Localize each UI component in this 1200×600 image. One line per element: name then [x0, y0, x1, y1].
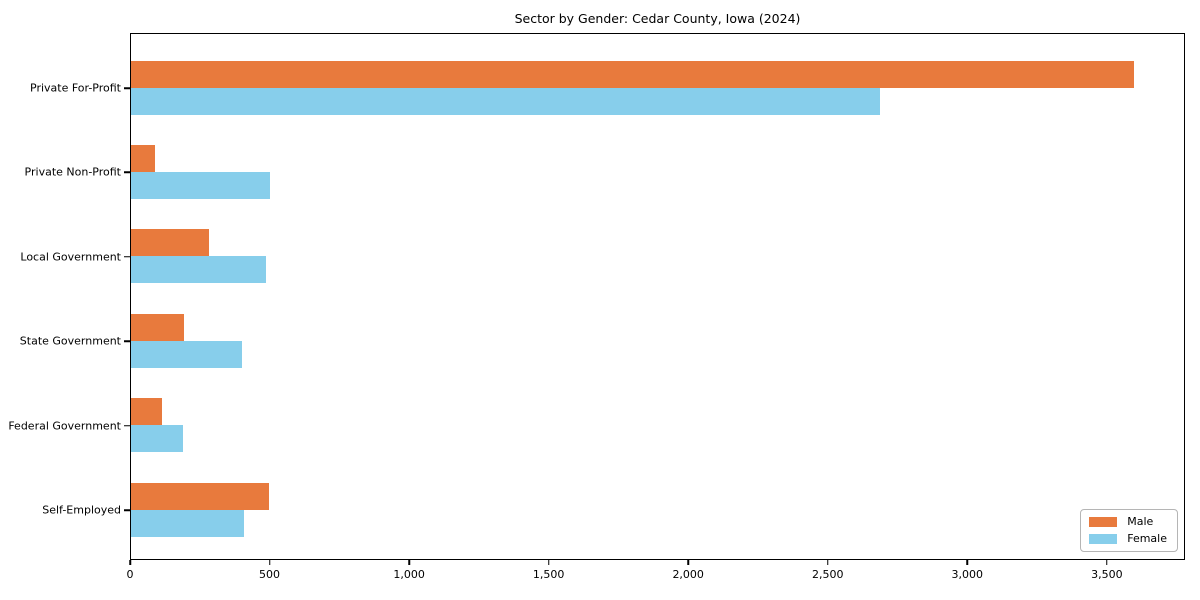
y-tick-mark-self-employed	[124, 509, 130, 511]
x-tick-mark-1000	[408, 560, 410, 565]
legend-swatch-female	[1089, 534, 1118, 544]
y-tick-label-private-for-profit: Private For-Profit	[30, 81, 121, 95]
x-tick-mark-500	[268, 560, 271, 565]
bar-group-private-non-profit	[131, 144, 1184, 199]
legend: Male Female	[1080, 509, 1178, 552]
bar-male-private-for-profit	[131, 60, 1134, 88]
legend-label-male: Male	[1127, 515, 1154, 528]
x-tick-mark-1500	[547, 560, 550, 565]
x-tick-label-500: 500	[259, 568, 281, 581]
bar-group-state-government	[131, 313, 1184, 368]
y-tick-label-state-government: State Government	[19, 334, 121, 348]
x-tick-label-2500: 2,500	[812, 568, 844, 581]
bar-female-private-non-profit	[131, 171, 271, 199]
legend-label-female: Female	[1127, 532, 1167, 545]
y-tick-label-federal-government: Federal Government	[8, 419, 121, 433]
legend-entry-female: Female	[1089, 533, 1167, 545]
x-tick-label-2000: 2,000	[672, 568, 704, 581]
bar-female-state-government	[131, 340, 242, 368]
bar-male-federal-government	[131, 398, 162, 426]
x-axis: 0 500 1,000 1,500 2,000 2,500 3,000 3,500	[126, 560, 1185, 592]
bar-group-private-for-profit	[131, 60, 1184, 115]
x-tick-label-0: 0	[126, 568, 134, 581]
x-tick-mark-3500	[1106, 560, 1108, 565]
x-tick-mark-2000	[687, 560, 689, 565]
y-tick-mark-private-for-profit	[124, 87, 130, 89]
bar-male-self-employed	[131, 482, 269, 510]
y-tick-mark-state-government	[124, 340, 130, 342]
y-tick-label-private-non-profit: Private Non-Profit	[24, 165, 121, 179]
bar-female-private-for-profit	[131, 87, 881, 115]
bar-group-local-government	[131, 229, 1184, 284]
bar-male-private-non-profit	[131, 144, 156, 172]
y-tick-label-self-employed: Self-Employed	[42, 503, 121, 517]
x-tick-label-3500: 3,500	[1091, 568, 1123, 581]
x-tick-mark-0	[129, 560, 131, 565]
bar-female-federal-government	[131, 425, 184, 453]
bar-female-local-government	[131, 256, 267, 284]
bar-group-federal-government	[131, 398, 1184, 453]
bar-group-self-employed	[131, 482, 1184, 537]
x-tick-label-1000: 1,000	[393, 568, 425, 581]
bar-male-state-government	[131, 313, 185, 341]
chart-title: Sector by Gender: Cedar County, Iowa (20…	[514, 11, 801, 26]
x-tick-mark-2500	[827, 560, 829, 565]
bar-female-self-employed	[131, 509, 245, 537]
plot-area: Male Female	[130, 33, 1185, 560]
x-tick-label-3000: 3,000	[951, 568, 984, 581]
y-tick-mark-local-government	[124, 256, 130, 258]
y-tick-label-local-government: Local Government	[20, 250, 121, 264]
y-tick-mark-private-non-profit	[124, 171, 130, 174]
legend-swatch-male	[1089, 517, 1118, 527]
legend-entry-male: Male	[1089, 516, 1167, 528]
x-tick-mark-3000	[966, 560, 969, 565]
x-tick-label-1500: 1,500	[532, 568, 565, 581]
bar-male-local-government	[131, 229, 209, 257]
y-tick-mark-federal-government	[124, 424, 130, 427]
